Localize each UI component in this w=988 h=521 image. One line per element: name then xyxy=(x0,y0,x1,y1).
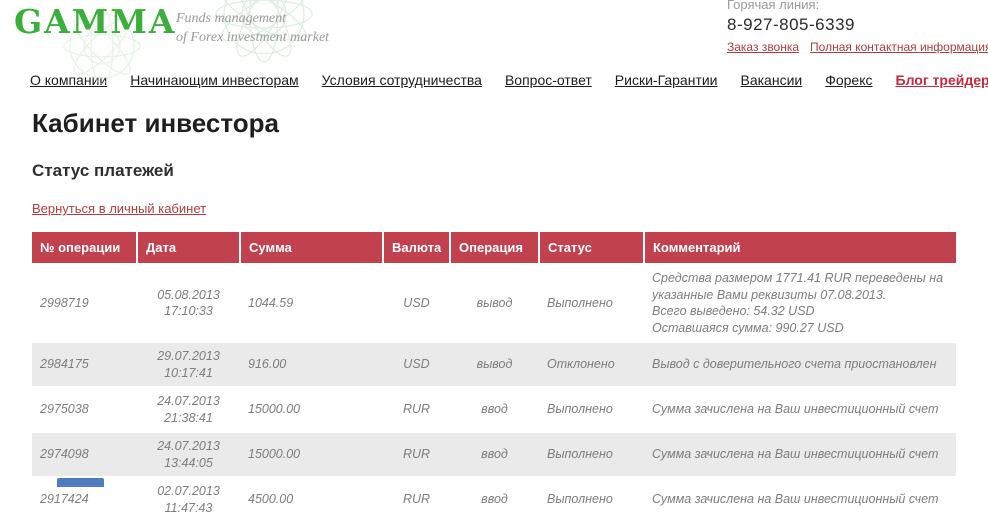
table-row: 2975038 24.07.2013 21:38:41 15000.00 RUR … xyxy=(32,387,956,432)
cell-currency: USD xyxy=(403,357,430,372)
logo-area: GAMMA Funds management of Forex investme… xyxy=(14,0,434,85)
cell-status: Отклонено xyxy=(547,357,615,372)
table-row: 2974098 24.07.2013 13:44:05 15000.00 RUR … xyxy=(32,432,956,477)
cell-comment: Сумма зачислена на Ваш инвестиционный сч… xyxy=(652,492,939,507)
cell-time-value: 13:44:05 xyxy=(164,455,213,470)
cell-operation: вывод xyxy=(476,357,513,372)
page-title: Кабинет инвестора xyxy=(32,108,279,138)
cell-date-value: 29.07.2013 xyxy=(157,349,220,363)
cell-operation-id: 2984175 xyxy=(40,357,89,372)
payments-table: № операции Дата Сумма Валюта Операция Ст… xyxy=(32,232,956,521)
cell-amount: 15000.00 xyxy=(248,447,301,462)
cell-time-value: 10:17:41 xyxy=(164,365,213,380)
table-row: 2917424 02.07.2013 11:47:43 4500.00 RUR в… xyxy=(32,477,956,521)
cell-date-value: 02.07.2013 xyxy=(157,484,220,498)
cell-amount: 15000.00 xyxy=(248,402,301,417)
full-contact-info-link[interactable]: Полная контактная информация xyxy=(810,40,988,54)
nav-item-risks[interactable]: Риски-Гарантии xyxy=(614,72,718,88)
cell-status: Выполнено xyxy=(547,492,613,507)
order-call-link[interactable]: Заказ звонка xyxy=(727,40,800,54)
col-header-comment: Комментарий xyxy=(644,232,956,264)
hotline-phone: 8-927-805-6339 xyxy=(727,15,855,34)
cell-date: 02.07.2013 11:47:43 xyxy=(137,477,240,521)
cell-comment: Сумма зачислена на Ваш инвестиционный сч… xyxy=(652,402,939,417)
nav-item-forex[interactable]: Форекс xyxy=(825,72,873,88)
cell-currency: RUR xyxy=(402,492,431,507)
cell-date: 05.08.2013 17:10:33 xyxy=(137,264,240,342)
nav-item-faq[interactable]: Вопрос-ответ xyxy=(504,72,592,88)
cell-currency: RUR xyxy=(402,402,431,417)
cell-operation: ввод xyxy=(481,402,508,417)
contact-block: Горячая линия: 8-927-805-6339 Заказ звон… xyxy=(727,0,988,54)
logo-gamma[interactable]: GAMMA xyxy=(14,2,177,41)
cell-date: 24.07.2013 13:44:05 xyxy=(137,432,240,477)
cell-status: Выполнено xyxy=(547,402,613,417)
cell-comment: Сумма зачислена на Ваш инвестиционный сч… xyxy=(652,447,939,462)
cell-time-value: 17:10:33 xyxy=(164,304,213,318)
main-nav: О компании Начинающим инвесторам Условия… xyxy=(30,72,988,88)
cell-operation-id: 2998719 xyxy=(40,295,89,310)
table-row: 2984175 29.07.2013 10:17:41 916.00 USD вы… xyxy=(32,342,956,387)
cell-currency: USD xyxy=(403,295,430,310)
nav-item-traders-blog[interactable]: Блог трейдеров xyxy=(895,72,988,88)
cell-comment: Вывод с доверительного счета приостановл… xyxy=(652,357,937,372)
cell-amount: 4500.00 xyxy=(248,492,294,507)
cell-amount: 916.00 xyxy=(248,357,287,372)
bottom-partial-element xyxy=(57,478,104,487)
table-header-row: № операции Дата Сумма Валюта Операция Ст… xyxy=(32,232,956,264)
logo-tagline: Funds management of Forex investment mar… xyxy=(176,11,330,45)
cell-date: 29.07.2013 10:17:41 xyxy=(137,342,240,387)
cell-currency: RUR xyxy=(402,447,431,462)
cell-time-value: 11:47:43 xyxy=(164,500,213,515)
col-header-operation: Операция xyxy=(450,232,540,264)
contact-links: Заказ звонка Полная контактная информация xyxy=(727,40,988,54)
back-to-cabinet-link[interactable]: Вернуться в личный кабинет xyxy=(32,201,207,216)
cell-comment: Средства размером 1771.41 RUR переведены… xyxy=(652,271,944,335)
cell-operation-id: 2974098 xyxy=(40,447,89,462)
nav-item-about[interactable]: О компании xyxy=(30,72,108,88)
col-header-amount: Сумма xyxy=(240,232,384,264)
hotline-label: Горячая линия: xyxy=(727,0,820,12)
cell-status: Выполнено xyxy=(547,447,613,462)
cell-date-value: 24.07.2013 xyxy=(157,394,220,408)
cell-date-value: 24.07.2013 xyxy=(157,439,220,453)
col-header-status: Статус xyxy=(539,232,645,264)
cell-time-value: 21:38:41 xyxy=(164,410,213,425)
cell-operation: ввод xyxy=(481,492,508,507)
cell-amount: 1044.59 xyxy=(248,295,294,310)
section-title: Статус платежей xyxy=(32,161,174,180)
nav-item-terms[interactable]: Условия сотрудничества xyxy=(321,72,482,88)
cell-operation: вывод xyxy=(476,295,513,310)
site-header: GAMMA Funds management of Forex investme… xyxy=(0,0,988,85)
col-header-currency: Валюта xyxy=(383,232,451,264)
cell-operation: ввод xyxy=(481,447,508,462)
cell-date-value: 05.08.2013 xyxy=(157,287,220,302)
nav-item-beginners[interactable]: Начинающим инвесторам xyxy=(130,72,299,88)
col-header-operation-id: № операции xyxy=(32,232,138,264)
col-header-date: Дата xyxy=(137,232,241,264)
main-content: Кабинет инвестора Статус платежей Вернут… xyxy=(32,108,956,521)
cell-operation-id: 2975038 xyxy=(40,402,89,417)
table-row: 2998719 05.08.2013 17:10:33 1044.59 USD в… xyxy=(32,264,956,342)
cell-date: 24.07.2013 21:38:41 xyxy=(137,387,240,432)
nav-item-vacancies[interactable]: Вакансии xyxy=(740,72,803,88)
cell-status: Выполнено xyxy=(547,295,613,310)
